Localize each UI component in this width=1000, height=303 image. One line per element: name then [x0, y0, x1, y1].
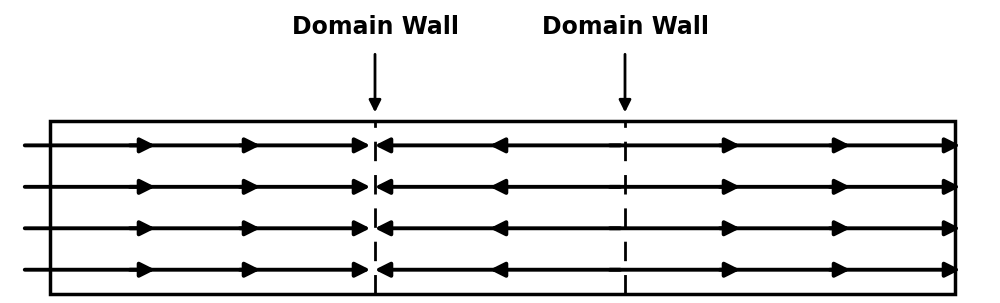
Bar — [50, 121, 955, 294]
Text: Domain Wall: Domain Wall — [292, 15, 458, 39]
Text: Domain Wall: Domain Wall — [542, 15, 708, 39]
